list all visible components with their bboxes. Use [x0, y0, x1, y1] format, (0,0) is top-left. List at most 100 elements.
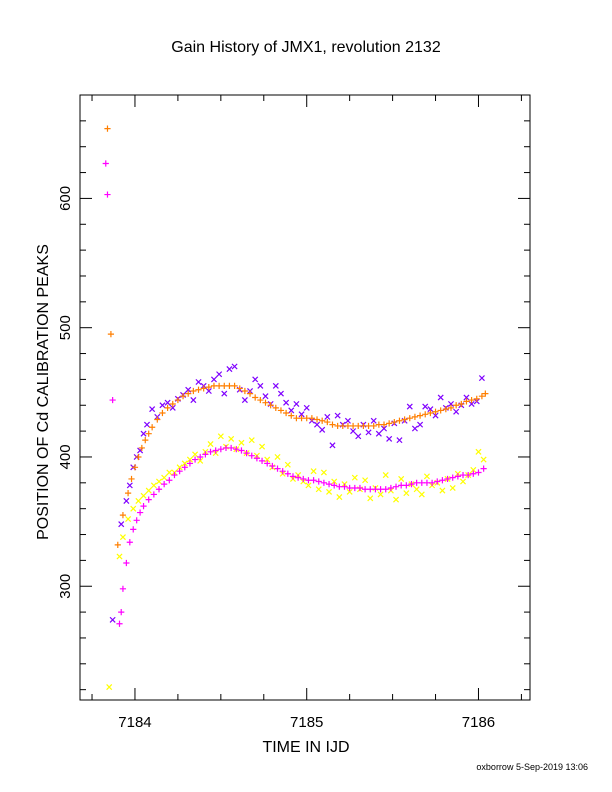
- data-point: [288, 412, 295, 419]
- data-point: [252, 394, 259, 401]
- data-point: [313, 421, 321, 428]
- data-point: [130, 505, 137, 512]
- data-point: [205, 384, 212, 391]
- data-point: [470, 470, 477, 477]
- data-point: [465, 471, 472, 479]
- data-point: [308, 415, 315, 422]
- data-point: [439, 477, 446, 484]
- data-point: [264, 460, 271, 467]
- data-point: [391, 418, 398, 426]
- data-point: [288, 407, 295, 414]
- data-point: [293, 400, 300, 407]
- data-point: [246, 390, 254, 397]
- data-point: [370, 417, 377, 424]
- data-point: [329, 442, 336, 449]
- data-point: [375, 430, 382, 437]
- data-point: [480, 456, 487, 463]
- data-point: [126, 482, 133, 489]
- data-point: [468, 396, 475, 404]
- x-axis-label: TIME IN IJD: [262, 739, 349, 756]
- footer-credit: oxborrow 5-Sep-2019 13:06: [476, 762, 588, 772]
- data-point: [277, 407, 285, 414]
- data-point: [386, 435, 393, 442]
- data-point: [174, 396, 182, 404]
- data-point: [447, 404, 455, 411]
- axis-tick-labels: 7184 7185 7186 300 400 500 600: [57, 186, 495, 731]
- data-point: [284, 461, 291, 468]
- data-point: [259, 443, 266, 450]
- data-point: [104, 191, 111, 198]
- axis-ticks: [80, 94, 530, 700]
- data-point: [205, 388, 212, 395]
- x-tick-label: 7184: [118, 714, 151, 731]
- data-point: [393, 496, 400, 503]
- data-point: [411, 425, 418, 432]
- data-point: [449, 484, 456, 492]
- data-point: [310, 468, 317, 475]
- data-point: [164, 399, 171, 406]
- data-point: [298, 411, 305, 418]
- data-point: [267, 402, 274, 409]
- data-point: [137, 509, 144, 516]
- data-point: [118, 608, 125, 616]
- data-point: [169, 400, 176, 408]
- data-point: [422, 411, 429, 418]
- data-point: [398, 475, 405, 482]
- data-point: [238, 447, 245, 454]
- data-point: [411, 413, 419, 420]
- data-point: [145, 487, 152, 494]
- series-1: [104, 125, 489, 548]
- data-point: [283, 409, 290, 417]
- data-point: [145, 430, 152, 437]
- data-point: [107, 331, 115, 338]
- data-point: [475, 448, 482, 455]
- data-point: [228, 444, 235, 452]
- data-point: [427, 406, 434, 413]
- data-point: [350, 428, 357, 435]
- data-point: [118, 521, 125, 528]
- data-point: [262, 393, 269, 400]
- data-point: [236, 385, 243, 392]
- data-point: [468, 400, 475, 407]
- data-point: [432, 412, 439, 419]
- data-point: [159, 402, 166, 409]
- data-point: [269, 462, 276, 470]
- y-tick-label: 600: [57, 186, 74, 211]
- data-point: [161, 481, 168, 488]
- data-point: [346, 488, 353, 495]
- data-point: [392, 483, 400, 490]
- data-point: [396, 437, 403, 444]
- data-point: [191, 456, 199, 463]
- data-point: [190, 397, 197, 404]
- data-point: [442, 406, 449, 413]
- data-point: [150, 491, 157, 498]
- data-point: [135, 497, 142, 504]
- data-point: [125, 515, 132, 523]
- data-point: [143, 421, 151, 428]
- data-point: [185, 390, 192, 397]
- data-point: [380, 425, 388, 432]
- data-point: [482, 390, 489, 397]
- data-point: [155, 478, 163, 485]
- data-point: [138, 444, 145, 452]
- data-point: [326, 488, 333, 495]
- data-point: [334, 412, 341, 419]
- data-point: [331, 482, 338, 489]
- data-point: [480, 465, 487, 472]
- data-point: [319, 417, 326, 424]
- data-point: [109, 616, 116, 623]
- data-point: [130, 526, 137, 533]
- data-point: [459, 478, 467, 485]
- data-point: [377, 491, 384, 498]
- data-point: [102, 160, 109, 167]
- data-point: [186, 456, 193, 463]
- data-point: [116, 553, 123, 560]
- data-point: [221, 390, 228, 397]
- data-point: [231, 382, 238, 389]
- data-point: [217, 446, 224, 453]
- y-tick-label: 300: [57, 574, 74, 599]
- data-point: [217, 433, 224, 440]
- data-point: [362, 477, 369, 484]
- data-point: [207, 448, 214, 455]
- data-point: [453, 408, 460, 415]
